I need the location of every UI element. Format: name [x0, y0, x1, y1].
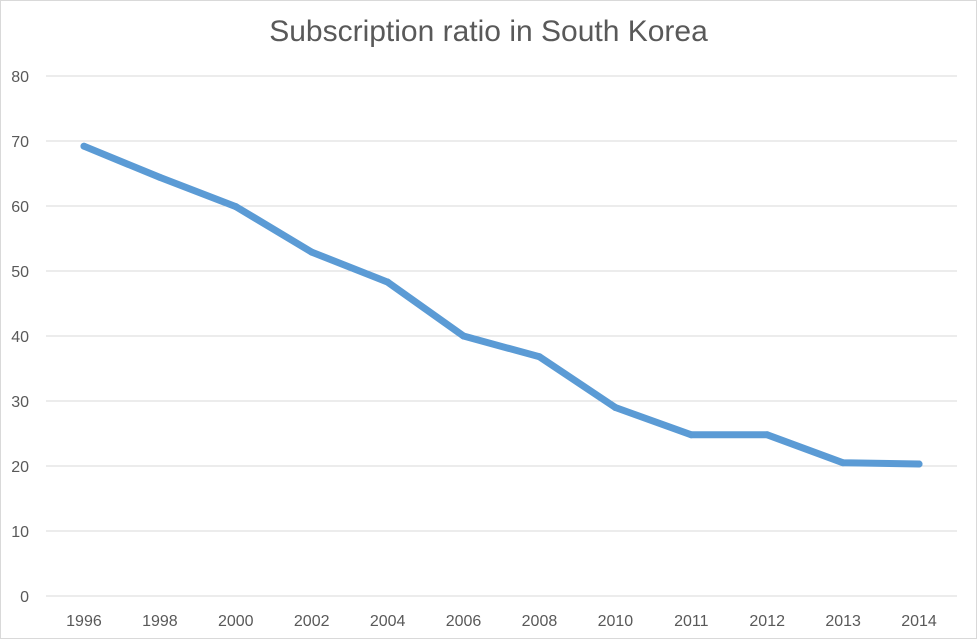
data-point — [763, 431, 771, 439]
x-tick-label: 2004 — [370, 613, 406, 630]
series-line — [80, 142, 923, 468]
data-point — [80, 142, 88, 150]
x-tick-label: 2011 — [674, 613, 709, 630]
y-tick-label: 70 — [11, 134, 29, 151]
y-tick-label: 30 — [11, 394, 29, 411]
x-tick-label: 2002 — [294, 613, 330, 630]
y-tick-label: 80 — [11, 69, 29, 86]
data-point — [611, 404, 619, 411]
y-tick-label: 20 — [11, 459, 29, 476]
data-point — [915, 460, 923, 468]
x-tick-label: 2014 — [901, 613, 937, 630]
chart-title: Subscription ratio in South Korea — [269, 15, 708, 48]
y-tick-label: 50 — [11, 264, 29, 281]
x-tick-label: 2010 — [598, 613, 634, 630]
x-tick-label: 2008 — [522, 613, 558, 630]
y-tick-label: 60 — [11, 199, 29, 216]
data-point — [839, 459, 847, 467]
y-tick-label: 10 — [11, 524, 29, 541]
x-tick-label: 2012 — [749, 613, 785, 630]
data-point — [460, 332, 468, 340]
data-point — [384, 278, 392, 286]
x-tick-label: 1996 — [66, 613, 102, 630]
data-point — [232, 203, 240, 211]
data-point — [535, 353, 543, 361]
y-tick-label: 0 — [20, 589, 29, 606]
y-tick-label: 40 — [11, 329, 29, 346]
x-tick-label: 2006 — [446, 613, 482, 630]
data-point — [308, 248, 316, 256]
data-point — [156, 173, 164, 181]
data-point — [687, 431, 695, 439]
x-tick-label: 2013 — [825, 613, 861, 630]
x-tick-label: 1998 — [142, 613, 178, 630]
x-tick-label: 2000 — [218, 613, 254, 630]
